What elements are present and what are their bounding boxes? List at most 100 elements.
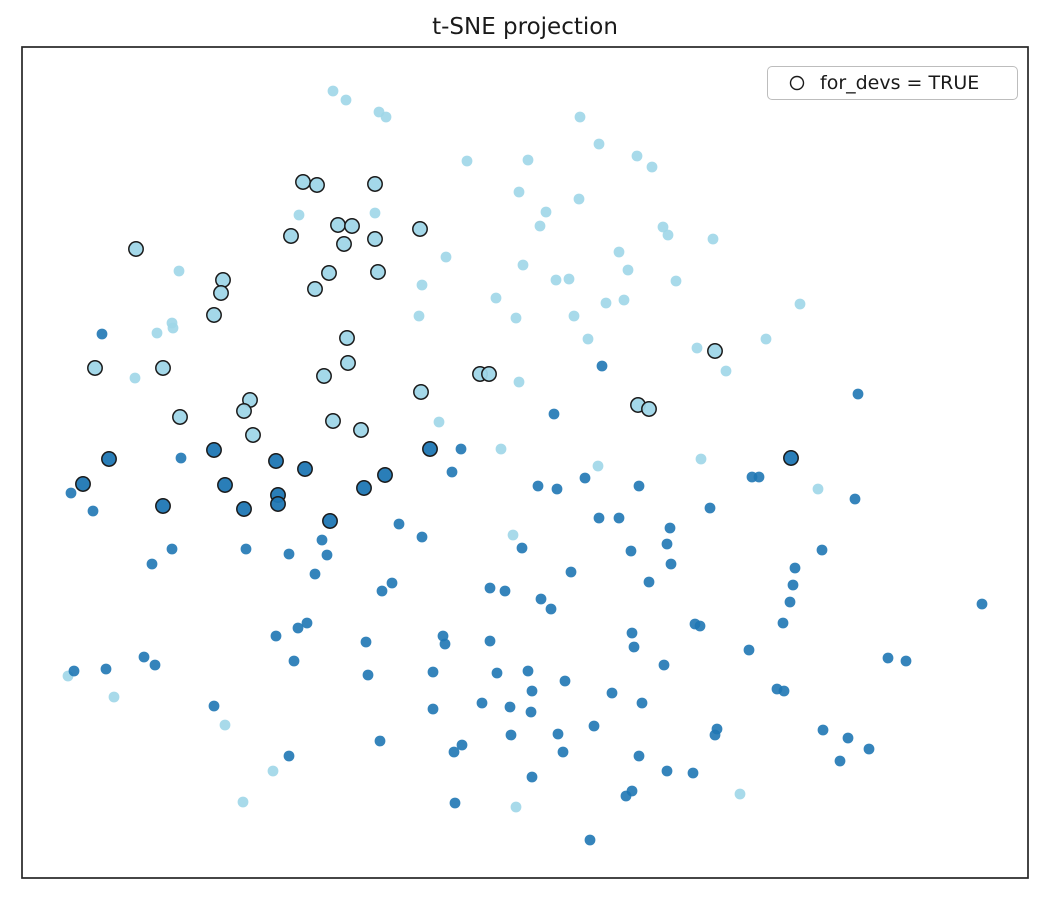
scatter-point-dark_blue_for_devs_true — [75, 476, 91, 492]
scatter-point-light_blue — [550, 274, 562, 286]
scatter-point-dark_blue — [665, 558, 677, 570]
scatter-point-light_blue — [327, 85, 339, 97]
scatter-point-light_blue — [573, 193, 585, 205]
scatter-point-light_blue_for_devs_true — [413, 384, 429, 400]
scatter-point-light_blue_for_devs_true — [367, 231, 383, 247]
scatter-point-light_blue — [812, 483, 824, 495]
scatter-point-dark_blue — [643, 576, 655, 588]
scatter-point-dark_blue — [784, 596, 796, 608]
scatter-point-dark_blue — [416, 531, 428, 543]
scatter-point-dark_blue_for_devs_true — [322, 513, 338, 529]
scatter-point-dark_blue — [526, 685, 538, 697]
scatter-point-dark_blue_for_devs_true — [206, 442, 222, 458]
scatter-point-dark_blue — [360, 636, 372, 648]
scatter-point-dark_blue_for_devs_true — [270, 496, 286, 512]
scatter-point-light_blue_for_devs_true — [213, 285, 229, 301]
scatter-point-dark_blue — [565, 566, 577, 578]
scatter-point-light_blue — [513, 186, 525, 198]
scatter-point-light_blue — [760, 333, 772, 345]
scatter-point-dark_blue — [551, 483, 563, 495]
scatter-point-light_blue_for_devs_true — [283, 228, 299, 244]
scatter-point-light_blue_for_devs_true — [321, 265, 337, 281]
scatter-point-dark_blue — [588, 720, 600, 732]
scatter-point-light_blue_for_devs_true — [172, 409, 188, 425]
scatter-point-light_blue — [380, 111, 392, 123]
scatter-point-light_blue_for_devs_true — [370, 264, 386, 280]
scatter-point-light_blue — [517, 259, 529, 271]
scatter-point-light_blue — [510, 312, 522, 324]
scatter-point-dark_blue — [288, 655, 300, 667]
scatter-point-dark_blue — [882, 652, 894, 664]
scatter-point-dark_blue — [505, 729, 517, 741]
scatter-point-dark_blue — [579, 472, 591, 484]
scatter-point-light_blue_for_devs_true — [155, 360, 171, 376]
scatter-point-dark_blue_for_devs_true — [268, 453, 284, 469]
scatter-point-dark_blue — [100, 663, 112, 675]
scatter-point-light_blue_for_devs_true — [307, 281, 323, 297]
scatter-point-dark_blue — [439, 638, 451, 650]
scatter-point-light_blue_for_devs_true — [236, 403, 252, 419]
scatter-point-dark_blue — [787, 579, 799, 591]
scatter-point-light_blue_for_devs_true — [295, 174, 311, 190]
scatter-point-dark_blue — [900, 655, 912, 667]
scatter-point-dark_blue — [65, 487, 77, 499]
scatter-point-dark_blue — [709, 729, 721, 741]
legend: for_devs = TRUE — [767, 66, 1018, 100]
scatter-point-dark_blue — [516, 542, 528, 554]
scatter-point-dark_blue — [149, 659, 161, 671]
scatter-point-light_blue — [574, 111, 586, 123]
scatter-point-dark_blue_for_devs_true — [422, 441, 438, 457]
scatter-point-dark_blue — [446, 466, 458, 478]
scatter-point-dark_blue — [661, 538, 673, 550]
scatter-point-light_blue — [413, 310, 425, 322]
scatter-point-light_blue — [490, 292, 502, 304]
scatter-point-dark_blue_for_devs_true — [155, 498, 171, 514]
scatter-point-light_blue — [151, 327, 163, 339]
scatter-point-dark_blue — [559, 675, 571, 687]
chart-title: t-SNE projection — [432, 14, 618, 40]
scatter-point-dark_blue — [309, 568, 321, 580]
scatter-point-dark_blue — [596, 360, 608, 372]
scatter-point-light_blue_for_devs_true — [340, 355, 356, 371]
scatter-point-dark_blue — [484, 635, 496, 647]
scatter-point-light_blue — [600, 297, 612, 309]
scatter-point-light_blue — [219, 719, 231, 731]
scatter-point-dark_blue — [842, 732, 854, 744]
scatter-point-light_blue — [657, 221, 669, 233]
scatter-point-light_blue — [440, 251, 452, 263]
scatter-point-light_blue — [416, 279, 428, 291]
scatter-point-light_blue_for_devs_true — [367, 176, 383, 192]
plot-frame — [21, 46, 1029, 879]
scatter-point-light_blue — [631, 150, 643, 162]
scatter-point-light_blue_for_devs_true — [87, 360, 103, 376]
scatter-point-light_blue_for_devs_true — [336, 236, 352, 252]
scatter-point-dark_blue — [552, 728, 564, 740]
scatter-point-dark_blue — [633, 480, 645, 492]
scatter-point-light_blue_for_devs_true — [353, 422, 369, 438]
scatter-point-dark_blue — [504, 701, 516, 713]
scatter-point-dark_blue — [316, 534, 328, 546]
scatter-point-light_blue — [522, 154, 534, 166]
scatter-point-dark_blue_for_devs_true — [356, 480, 372, 496]
scatter-point-light_blue — [108, 691, 120, 703]
scatter-point-dark_blue — [491, 667, 503, 679]
scatter-point-dark_blue — [292, 622, 304, 634]
scatter-point-dark_blue — [526, 771, 538, 783]
scatter-point-dark_blue_for_devs_true — [297, 461, 313, 477]
scatter-point-dark_blue — [146, 558, 158, 570]
scatter-point-light_blue — [495, 443, 507, 455]
scatter-point-light_blue_for_devs_true — [309, 177, 325, 193]
scatter-point-dark_blue — [321, 549, 333, 561]
scatter-point-dark_blue_for_devs_true — [377, 467, 393, 483]
scatter-point-dark_blue — [863, 743, 875, 755]
scatter-point-dark_blue — [301, 617, 313, 629]
scatter-point-light_blue — [568, 310, 580, 322]
scatter-point-dark_blue — [743, 644, 755, 656]
scatter-point-light_blue_for_devs_true — [245, 427, 261, 443]
scatter-point-light_blue_for_devs_true — [481, 366, 497, 382]
scatter-point-dark_blue — [374, 735, 386, 747]
scatter-point-dark_blue — [68, 665, 80, 677]
legend-open-circle-icon — [789, 75, 805, 91]
